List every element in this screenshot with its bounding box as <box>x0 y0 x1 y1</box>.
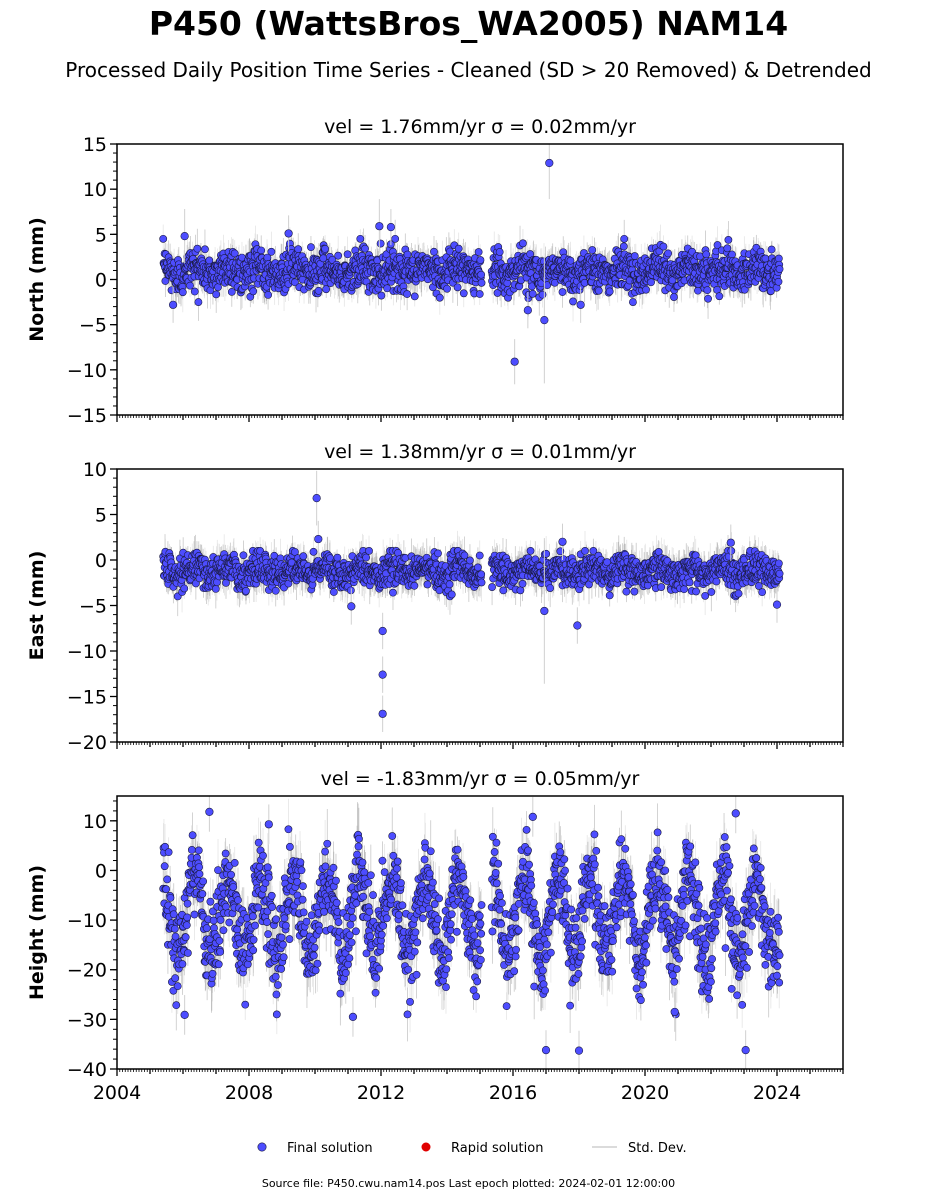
outlier-point <box>772 600 782 609</box>
outlier-point <box>205 807 214 816</box>
outlier-point <box>523 306 532 315</box>
legend-marker <box>421 1142 431 1152</box>
outlier-point <box>386 223 396 232</box>
x-axis <box>116 742 844 749</box>
y-tick-label: 0 <box>95 860 107 882</box>
x-tick-label: 2008 <box>225 1082 273 1104</box>
outlier-points <box>312 470 782 732</box>
outlier-point <box>558 537 567 546</box>
outlier-point <box>528 812 537 821</box>
outlier-point <box>731 809 740 818</box>
y-tick-label: −20 <box>67 732 107 754</box>
y-tick-label: 5 <box>95 505 107 527</box>
y-axis-label: North (mm) <box>26 217 48 342</box>
daily-solutions <box>159 219 784 322</box>
legend-marker <box>257 1142 267 1152</box>
outlier-point <box>540 316 549 325</box>
panel-2: vel = 1.38mm/yr σ = 0.01mm/yr East (mm) −2… <box>26 441 844 754</box>
x-tick-label: 2016 <box>489 1082 537 1104</box>
outlier-point <box>378 670 387 679</box>
plot-frame <box>116 468 844 743</box>
y-axis: −40 −30 −20 −10 0 10 <box>67 800 117 1081</box>
outlier-point <box>314 534 323 544</box>
outlier-point <box>180 1010 189 1019</box>
outlier-points <box>169 144 585 385</box>
y-tick-label: 0 <box>95 270 107 292</box>
outlier-point <box>741 1046 750 1055</box>
outlier-point <box>348 1012 358 1021</box>
y-tick-label: −15 <box>67 687 107 709</box>
outlier-point <box>169 300 178 309</box>
legend-item: Final solution <box>257 1141 373 1156</box>
y-tick-label: 10 <box>83 459 107 481</box>
outlier-point <box>378 626 387 636</box>
source-note: Source file: P450.cwu.nam14.pos Last epo… <box>261 1177 676 1190</box>
outlier-point <box>180 232 189 241</box>
panel-title: vel = -1.83mm/yr σ = 0.05mm/yr <box>321 768 640 790</box>
outlier-point <box>573 621 582 630</box>
outlier-point <box>510 357 519 366</box>
daily-solutions <box>159 798 784 1042</box>
y-tick-label: −10 <box>67 641 107 663</box>
x-axis: 2004 2008 2012 2016 2020 2024 <box>93 1069 844 1104</box>
y-tick-label: −10 <box>67 360 107 382</box>
y-axis: −20 −15 −10 −5 0 5 10 <box>67 459 117 754</box>
x-axis <box>116 415 844 422</box>
outlier-points <box>180 796 750 1069</box>
y-tick-label: 15 <box>83 134 107 156</box>
x-tick-label: 2012 <box>357 1082 405 1104</box>
outlier-point <box>284 229 293 238</box>
y-tick-label: 0 <box>95 550 107 572</box>
outlier-point <box>264 820 273 829</box>
outlier-point <box>541 1046 551 1055</box>
legend-label: Std. Dev. <box>628 1141 687 1156</box>
y-tick-label: −40 <box>67 1059 107 1081</box>
outlier-point <box>576 300 585 309</box>
y-axis-label: East (mm) <box>26 551 48 661</box>
y-tick-label: −20 <box>67 960 107 982</box>
y-tick-label: 10 <box>83 811 107 833</box>
final-solution-points <box>159 234 784 306</box>
y-tick-label: −10 <box>67 910 107 932</box>
daily-solutions <box>159 530 784 617</box>
panel-title: vel = 1.38mm/yr σ = 0.01mm/yr <box>324 441 636 463</box>
y-tick-label: −5 <box>79 315 107 337</box>
outlier-point <box>545 158 554 168</box>
outlier-point <box>726 538 735 547</box>
legend-label: Rapid solution <box>451 1141 543 1156</box>
final-solution-points <box>159 825 784 1019</box>
legend: Final solution Rapid solution Std. Dev. <box>257 1141 687 1156</box>
outlier-point <box>540 606 549 616</box>
y-axis: −15 −10 −5 0 5 10 15 <box>67 134 117 427</box>
y-tick-label: −30 <box>67 1009 107 1031</box>
figure-title: P450 (WattsBros_WA2005) NAM14 <box>148 4 789 43</box>
legend-label: Final solution <box>287 1141 373 1156</box>
panel-title: vel = 1.76mm/yr σ = 0.02mm/yr <box>324 116 636 138</box>
outlier-point <box>347 602 356 611</box>
legend-item: Std. Dev. <box>592 1141 687 1156</box>
figure-subtitle: Processed Daily Position Time Series - C… <box>65 58 872 82</box>
x-tick-label: 2004 <box>93 1082 141 1104</box>
y-tick-label: −15 <box>67 405 107 427</box>
legend-item: Rapid solution <box>421 1141 543 1156</box>
x-tick-label: 2020 <box>621 1082 669 1104</box>
outlier-point <box>670 1007 679 1017</box>
y-tick-label: 10 <box>83 179 107 201</box>
x-tick-label: 2024 <box>753 1082 801 1104</box>
panel-3: vel = -1.83mm/yr σ = 0.05mm/yr Height (mm… <box>26 768 844 1104</box>
outlier-point <box>574 1046 584 1055</box>
outlier-point <box>375 222 384 231</box>
outlier-point <box>378 709 387 718</box>
y-tick-label: −5 <box>79 596 107 618</box>
y-tick-label: 5 <box>95 224 107 246</box>
outlier-point <box>312 494 321 503</box>
y-axis-label: Height (mm) <box>26 865 48 1000</box>
final-solution-points <box>159 547 784 601</box>
